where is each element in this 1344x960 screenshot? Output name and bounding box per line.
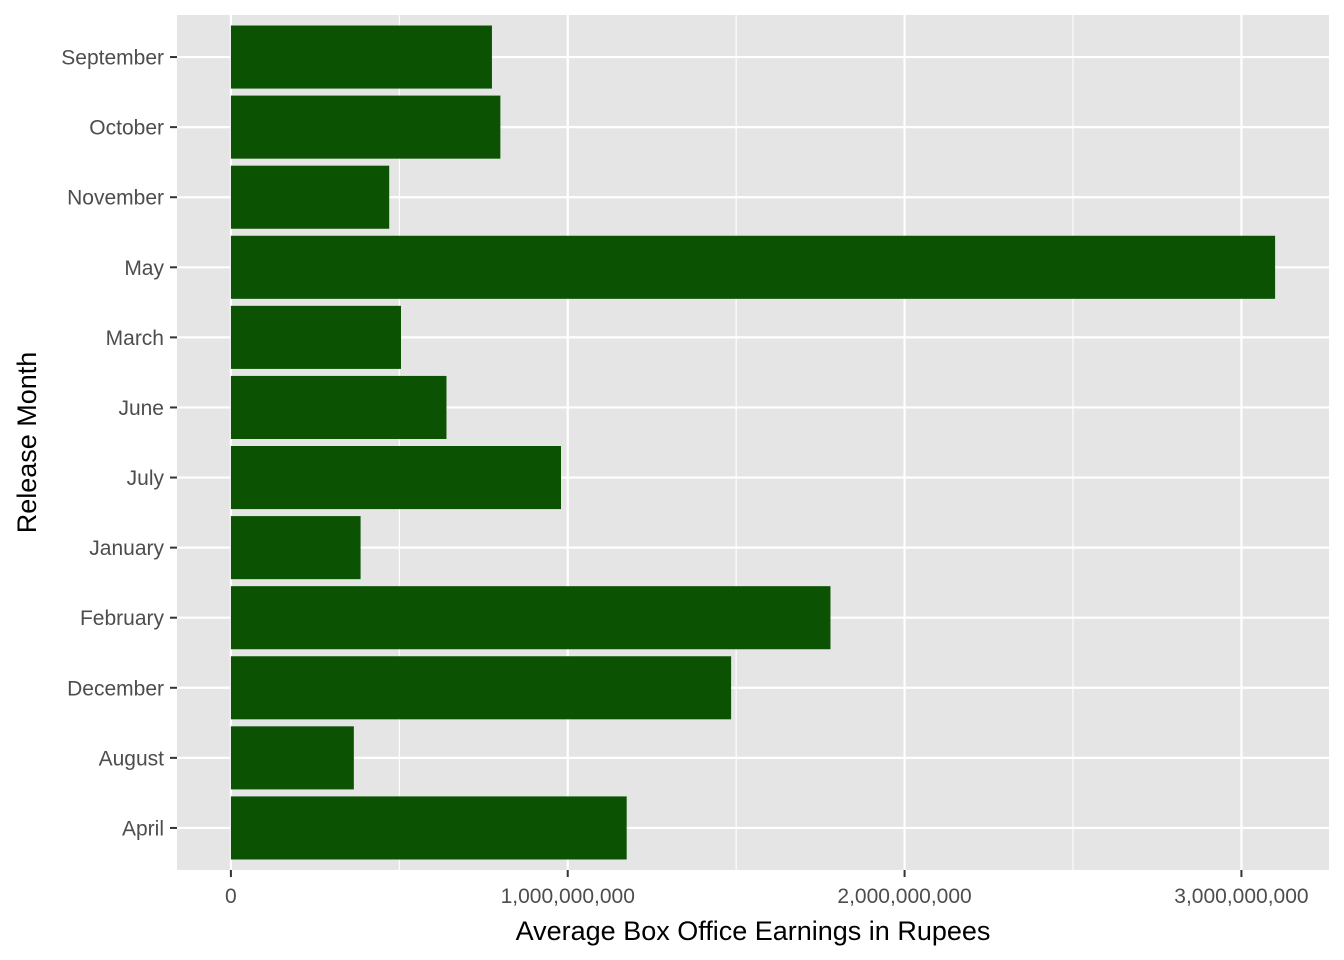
bar-november xyxy=(230,165,390,229)
bar-april xyxy=(230,796,627,860)
y-tick-label: July xyxy=(127,467,165,490)
bar-june xyxy=(230,375,447,439)
y-tick-label: March xyxy=(106,327,164,350)
y-tick-label: February xyxy=(80,607,165,630)
y-tick-label: September xyxy=(61,47,164,70)
bar-december xyxy=(230,656,732,720)
bar-october xyxy=(230,95,501,159)
x-tick-label: 0 xyxy=(225,885,237,908)
y-tick-label: October xyxy=(89,117,164,140)
bar-february xyxy=(230,586,831,650)
x-tick-label: 3,000,000,000 xyxy=(1174,885,1308,908)
bar-july xyxy=(230,446,562,510)
bars xyxy=(230,25,1276,860)
y-axis: April August December February January July Ju… xyxy=(61,47,177,840)
bar-august xyxy=(230,726,354,790)
bar-september xyxy=(230,25,492,89)
y-tick-label: April xyxy=(122,817,164,840)
y-tick-label: December xyxy=(67,677,164,700)
x-axis-title: Average Box Office Earnings in Rupees xyxy=(516,916,991,946)
y-tick-label: May xyxy=(124,257,164,280)
x-axis: 0 1,000,000,000 2,000,000,000 3,000,000,000 xyxy=(225,870,1309,908)
bar-january xyxy=(230,516,361,580)
x-tick-label: 1,000,000,000 xyxy=(501,885,635,908)
y-tick-label: August xyxy=(99,747,165,770)
bar-may xyxy=(230,235,1276,299)
y-tick-label: November xyxy=(67,187,164,210)
y-axis-title: Release Month xyxy=(12,352,42,534)
y-tick-label: June xyxy=(118,397,164,420)
bar-march xyxy=(230,305,401,369)
x-tick-label: 2,000,000,000 xyxy=(837,885,971,908)
y-tick-label: January xyxy=(89,537,164,560)
